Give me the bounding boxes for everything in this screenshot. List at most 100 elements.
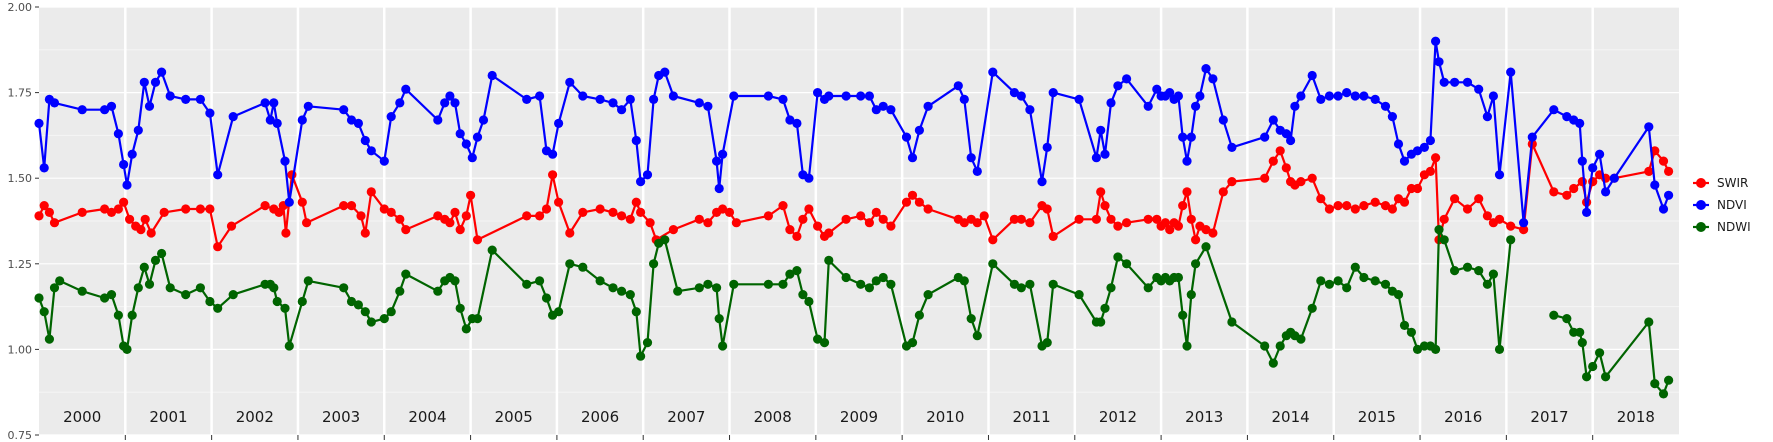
data-point-ndwi (819, 338, 830, 348)
data-point-ndvi (1474, 84, 1484, 94)
data-point-ndvi (297, 115, 307, 125)
data-point-swir (1577, 177, 1587, 187)
data-point-ndvi (1208, 74, 1218, 84)
data-point-ndvi (100, 105, 110, 115)
data-point-ndwi (1582, 372, 1592, 382)
data-point-swir (636, 207, 646, 217)
data-point-swir (1412, 183, 1423, 194)
data-point-ndvi (886, 105, 896, 115)
series-ndvi (34, 36, 1674, 228)
legend-swatch-dot (1696, 178, 1706, 188)
data-point-swir (785, 225, 795, 235)
data-point-ndwi (694, 283, 704, 293)
data-point-swir (1218, 187, 1228, 197)
data-point-ndvi (1434, 57, 1444, 67)
data-point-ndvi (1650, 180, 1660, 190)
data-point-swir (724, 207, 735, 217)
data-point-ndvi (649, 94, 659, 104)
data-point-ndvi (1419, 142, 1429, 152)
data-point-swir (1165, 225, 1175, 235)
data-point-swir (972, 218, 982, 228)
data-point-ndwi (1268, 358, 1278, 368)
data-point-ndvi (228, 112, 238, 122)
data-point-ndwi (1488, 269, 1498, 279)
data-point-swir (1009, 214, 1020, 224)
data-point-swir (1191, 235, 1201, 245)
data-point-ndwi (1434, 225, 1444, 235)
data-point-swir (39, 201, 49, 211)
data-point-swir (578, 207, 588, 217)
data-point-ndvi (303, 101, 313, 111)
data-point-ndvi (953, 81, 963, 91)
data-point-ndwi (1182, 341, 1192, 351)
data-point-ndvi (455, 129, 465, 139)
data-point-swir (1482, 211, 1492, 221)
data-point-ndvi (595, 94, 605, 104)
data-point-ndvi (824, 91, 834, 101)
data-point-swir (140, 214, 150, 224)
data-point-ndvi (792, 118, 802, 128)
data-point-ndwi (77, 286, 87, 296)
data-point-ndvi (871, 105, 881, 115)
data-point-ndvi (522, 94, 532, 104)
data-point-swir (77, 207, 87, 217)
data-point-ndwi (297, 296, 307, 307)
data-point-ndwi (1393, 290, 1404, 300)
data-point-ndvi (1100, 149, 1110, 159)
data-point-ndwi (1658, 389, 1669, 399)
data-point-ndvi (1191, 101, 1201, 111)
data-point-swir (136, 225, 146, 235)
data-point-swir (159, 207, 169, 217)
data-point-swir (1387, 204, 1397, 214)
data-point-ndvi (119, 159, 129, 170)
data-point-ndvi (467, 153, 477, 163)
data-point-ndwi (1260, 341, 1270, 351)
data-point-ndvi (1462, 77, 1473, 87)
data-point-ndvi (272, 118, 282, 128)
data-point-ndwi (165, 283, 175, 293)
data-point-swir (824, 228, 834, 238)
data-point-swir (472, 235, 483, 245)
data-point-ndvi (1425, 135, 1435, 146)
legend-label: NDVI (1717, 198, 1747, 212)
data-point-swir (1201, 225, 1211, 235)
data-point-ndwi (360, 307, 370, 317)
data-point-ndwi (1406, 327, 1416, 337)
data-point-ndwi (1191, 259, 1201, 269)
data-point-ndwi (1482, 279, 1492, 289)
data-point-ndwi (1506, 235, 1516, 245)
data-point-ndwi (1562, 314, 1572, 324)
data-point-ndvi (1122, 74, 1132, 84)
data-point-ndwi (778, 279, 788, 289)
data-point-ndwi (1296, 334, 1306, 344)
data-point-ndvi (1450, 77, 1460, 87)
year-label: 2001 (149, 408, 187, 426)
data-point-ndwi (972, 331, 982, 341)
legend: SWIR NDVI NDWI (1693, 176, 1751, 234)
data-point-ndwi (122, 344, 132, 354)
data-point-ndvi (1143, 101, 1153, 111)
data-point-ndvi (636, 177, 646, 187)
data-point-ndwi (49, 283, 60, 293)
data-point-ndwi (284, 341, 294, 351)
data-point-ndvi (712, 156, 722, 166)
data-point-swir (1450, 194, 1460, 204)
data-point-ndvi (668, 91, 679, 101)
data-point-ndwi (272, 296, 282, 307)
data-point-ndvi (1201, 64, 1211, 74)
data-point-ndvi (703, 101, 713, 111)
data-point-swir (401, 225, 411, 235)
data-point-swir (1439, 214, 1449, 224)
data-point-ndwi (1359, 272, 1369, 283)
data-point-ndvi (1316, 94, 1326, 104)
data-point-ndwi (1025, 279, 1035, 289)
year-label: 2003 (322, 408, 360, 426)
data-point-ndwi (1650, 379, 1660, 389)
data-point-ndwi (1324, 279, 1334, 289)
data-point-ndwi (813, 334, 823, 344)
data-point-ndvi (1009, 88, 1020, 98)
data-point-swir (433, 211, 443, 221)
data-point-ndwi (1042, 338, 1052, 348)
x-axis (124, 435, 1594, 440)
data-point-swir (1333, 201, 1343, 211)
